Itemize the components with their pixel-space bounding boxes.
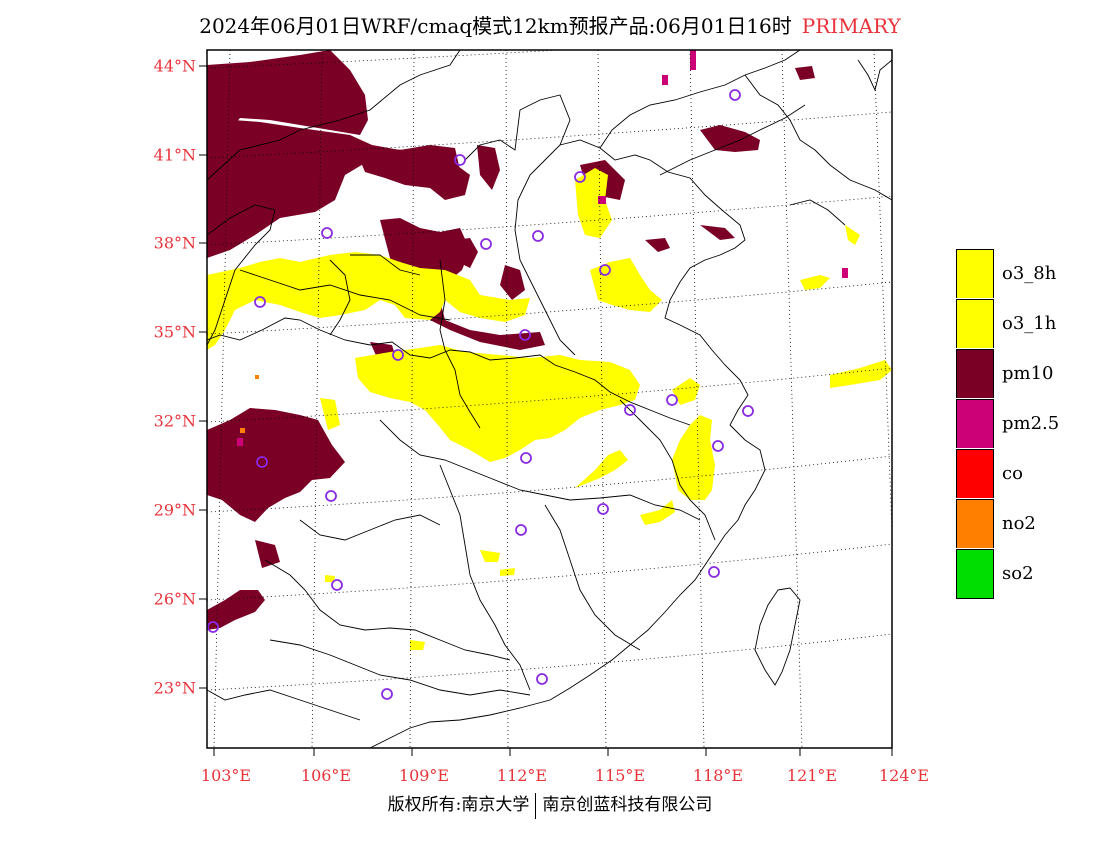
lat-label: 23°N <box>153 678 196 698</box>
lat-label: 38°N <box>153 233 196 253</box>
lon-label: 118°E <box>692 766 744 785</box>
lat-label: 35°N <box>153 322 196 342</box>
legend-label: co <box>1002 463 1023 484</box>
title-product: PRIMARY <box>801 14 901 38</box>
legend-label: o3_1h <box>1002 313 1057 334</box>
pm25-field <box>237 50 848 446</box>
lat-label: 32°N <box>153 411 196 431</box>
legend-swatch <box>956 399 994 448</box>
legend-swatch <box>956 449 994 498</box>
lon-label: 109°E <box>398 766 450 785</box>
copyright-right: 南京创蓝科技有限公司 <box>542 795 713 815</box>
legend-swatch <box>956 349 994 398</box>
legend-label: pm2.5 <box>1002 413 1060 434</box>
legend-swatch <box>956 299 994 348</box>
lon-label: 103°E <box>200 766 252 785</box>
lat-label: 41°N <box>153 145 196 165</box>
lat-label: 44°N <box>153 56 196 76</box>
legend-label: pm10 <box>1002 363 1054 384</box>
legend-swatch <box>956 249 994 298</box>
footer-divider <box>535 792 537 819</box>
map-title: 2024年06月01日WRF/cmaq模式12km预报产品:06月01日16时 P… <box>0 10 1100 39</box>
o3-field <box>207 168 892 650</box>
lat-label: 26°N <box>153 589 196 609</box>
legend-swatch <box>956 499 994 548</box>
copyright-left: 版权所有:南京大学 <box>387 795 530 815</box>
lon-label: 124°E <box>878 766 930 785</box>
lon-label: 121°E <box>786 766 838 785</box>
legend-swatch <box>956 549 994 599</box>
lat-label: 29°N <box>153 500 196 520</box>
boundary-lines <box>207 50 892 748</box>
legend-label: no2 <box>1002 513 1036 534</box>
graticule <box>207 50 892 748</box>
city-markers <box>207 89 754 700</box>
legend-label: o3_8h <box>1002 263 1057 284</box>
lon-label: 112°E <box>496 766 548 785</box>
map-frame <box>199 49 893 756</box>
legend-label: so2 <box>1002 563 1034 584</box>
lon-label: 115°E <box>594 766 646 785</box>
pm10-field <box>207 50 815 630</box>
lon-label: 106°E <box>300 766 352 785</box>
copyright-footer: 版权所有:南京大学 南京创蓝科技有限公司 <box>0 790 1100 819</box>
title-main: 2024年06月01日WRF/cmaq模式12km预报产品:06月01日16时 <box>199 14 792 38</box>
